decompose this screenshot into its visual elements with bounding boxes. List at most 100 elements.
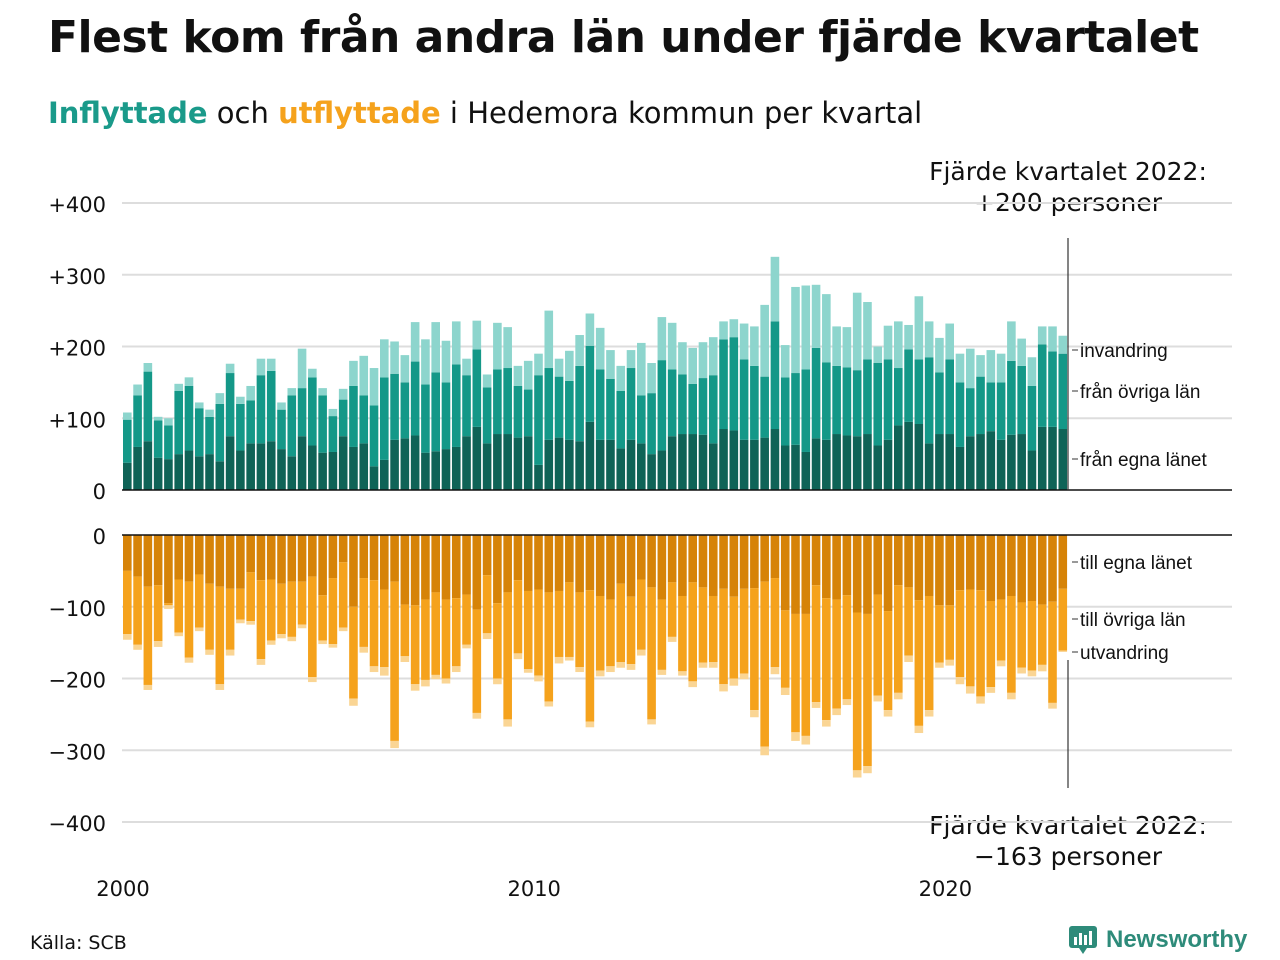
bar-in-other — [945, 359, 954, 435]
bar-in-imm — [153, 416, 163, 421]
bar-out-other — [770, 578, 780, 668]
bar-out-emig — [904, 655, 913, 662]
bar-in-own — [133, 446, 142, 490]
bar-in-other — [523, 389, 533, 437]
bar-in-imm — [698, 342, 708, 379]
bar-out-own — [832, 535, 841, 600]
bar-out-own — [996, 535, 1006, 600]
bar-in-other — [1058, 353, 1068, 430]
bar-out-other — [1037, 604, 1047, 665]
bar-out-emig — [205, 649, 214, 655]
bar-out-other — [451, 598, 461, 667]
bar-in-imm — [534, 353, 543, 376]
bar-out-other — [421, 599, 430, 680]
bar-in-imm — [904, 324, 913, 350]
bar-in-imm — [338, 388, 348, 400]
bar-out-own — [698, 535, 708, 588]
bar-out-other — [791, 613, 800, 733]
bar-in-other — [246, 400, 255, 444]
bar-out-own — [184, 535, 194, 582]
bar-in-imm — [184, 377, 194, 386]
bar-in-own — [708, 443, 718, 490]
bar-in-own — [873, 445, 883, 490]
bar-out-emig — [678, 671, 687, 676]
bar-in-other — [297, 388, 307, 437]
bar-in-other — [349, 385, 358, 447]
y-tick-label: −200 — [48, 669, 106, 693]
bar-in-other — [205, 416, 214, 455]
bar-out-own — [462, 535, 471, 595]
bar-in-imm — [380, 339, 389, 378]
bar-in-other — [369, 405, 379, 467]
bar-out-emig — [451, 666, 461, 673]
bar-in-own — [955, 446, 965, 490]
bar-in-own — [647, 454, 656, 490]
bar-in-own — [410, 435, 420, 490]
bar-out-emig — [945, 659, 954, 666]
bar-out-emig — [637, 649, 646, 656]
bar-in-other — [380, 377, 389, 460]
bar-out-own — [359, 535, 369, 579]
bar-out-own — [575, 535, 584, 593]
bar-out-other — [924, 595, 934, 711]
bar-out-other — [431, 592, 440, 675]
bar-out-other — [287, 581, 297, 637]
bar-in-other — [565, 380, 574, 440]
bar-out-own — [225, 535, 235, 589]
bar-in-imm — [246, 385, 255, 401]
bar-in-other — [164, 425, 173, 460]
bar-out-emig — [297, 624, 307, 629]
bar-in-own — [472, 426, 482, 490]
bar-in-imm — [842, 327, 852, 368]
bar-out-other — [164, 603, 173, 606]
bar-in-own — [246, 443, 255, 490]
bar-out-other — [688, 582, 697, 682]
series-label-in: invandring — [1080, 341, 1168, 362]
bar-in-imm — [750, 326, 759, 366]
bar-in-own — [945, 434, 954, 490]
bar-in-other — [719, 339, 728, 430]
bar-in-other — [688, 383, 697, 435]
bar-in-imm — [688, 347, 697, 384]
bar-out-other — [369, 580, 379, 667]
bar-out-own — [164, 535, 173, 604]
bar-in-own — [338, 436, 348, 490]
bar-in-own — [513, 437, 523, 490]
bar-out-emig — [554, 656, 564, 664]
bar-out-emig — [739, 673, 749, 680]
bar-out-other — [667, 582, 677, 637]
bar-out-emig — [143, 684, 153, 690]
bar-out-own — [626, 535, 636, 597]
bar-out-emig — [349, 698, 358, 706]
bar-in-other — [822, 362, 831, 440]
y-tick-label: +200 — [48, 337, 106, 361]
bar-in-imm — [266, 358, 276, 371]
bar-out-emig — [780, 687, 790, 696]
bar-in-own — [616, 448, 626, 490]
bar-in-own — [996, 439, 1006, 490]
bar-in-own — [266, 441, 276, 490]
bar-out-other — [1007, 595, 1016, 693]
bar-out-own — [894, 535, 903, 586]
bar-in-imm — [770, 256, 780, 322]
bar-out-other — [585, 590, 595, 722]
bar-out-other — [595, 595, 605, 671]
bar-in-own — [503, 434, 512, 490]
bar-in-other — [534, 375, 543, 465]
bar-in-other — [359, 395, 369, 444]
bar-out-own — [955, 535, 965, 591]
bar-out-emig — [1048, 702, 1057, 709]
bar-out-emig — [1037, 664, 1047, 672]
bar-in-other — [451, 364, 461, 447]
bar-in-imm — [894, 321, 903, 369]
bar-in-other — [575, 365, 584, 442]
bar-in-other — [1017, 365, 1026, 435]
bar-in-other — [493, 369, 502, 435]
bar-out-other — [133, 576, 142, 645]
bar-out-emig — [338, 627, 348, 632]
bar-out-emig — [523, 669, 533, 673]
bar-out-emig — [863, 766, 872, 774]
bar-out-other — [534, 589, 543, 676]
bar-out-own — [822, 535, 831, 599]
bar-out-other — [914, 600, 924, 726]
